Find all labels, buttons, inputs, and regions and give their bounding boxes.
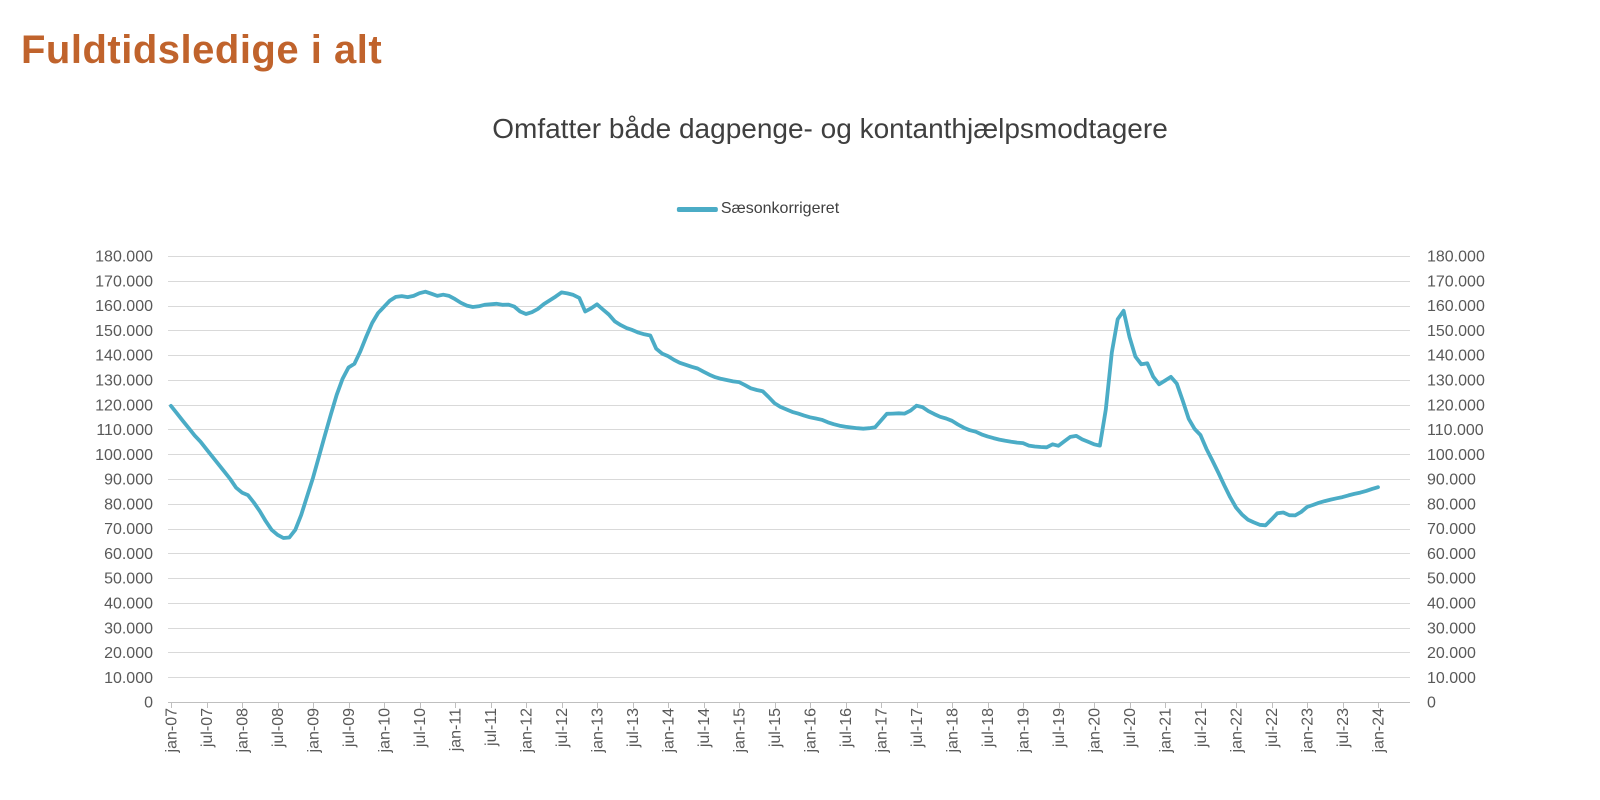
x-tick-label: jul-16 xyxy=(838,708,855,748)
y-tick-label: 180.000 xyxy=(95,249,153,266)
x-tick-label: jan-21 xyxy=(1158,708,1175,754)
x-tick-label: jul-22 xyxy=(1264,708,1281,748)
y-tick-label: 100.000 xyxy=(95,447,153,464)
y-tick-label: 40.000 xyxy=(1427,595,1476,612)
page-title: Fuldtidsledige i alt xyxy=(21,28,383,72)
x-axis-labels: jan-07 jul-07 jan-08 jul-08 jan-09 jul-09 jan-… xyxy=(164,708,1388,754)
x-tick-label: jan-22 xyxy=(1229,708,1246,754)
y-tick-label: 120.000 xyxy=(1427,397,1485,414)
y-tick-label: 60.000 xyxy=(104,546,153,563)
y-tick-label: 20.000 xyxy=(104,645,153,662)
y-tick-label: 10.000 xyxy=(1427,670,1476,687)
x-tick-label: jan-07 xyxy=(164,708,181,754)
legend-line-swatch xyxy=(676,206,718,212)
chart-legend: Sæsonkorrigeret xyxy=(676,200,840,218)
x-tick-label: jan-12 xyxy=(519,708,536,754)
y-tick-label: 140.000 xyxy=(1427,348,1485,365)
x-tick-label: jul-21 xyxy=(1193,708,1210,748)
x-tick-label: jan-17 xyxy=(874,708,891,754)
y-axis-labels-left: 0 10.000 20.000 30.000 40.000 50.000 60.000 70.… xyxy=(95,249,153,712)
x-tick-label: jul-09 xyxy=(341,708,358,748)
y-tick-label: 150.000 xyxy=(1427,323,1485,340)
x-axis-ticks xyxy=(171,702,1379,708)
y-tick-label: 110.000 xyxy=(96,422,153,439)
x-tick-label: jul-17 xyxy=(909,708,926,748)
x-tick-label: jan-16 xyxy=(803,708,820,754)
y-tick-label: 90.000 xyxy=(104,472,153,489)
y-tick-label: 20.000 xyxy=(1427,645,1476,662)
y-axis-labels-right: 0 10.000 20.000 30.000 40.000 50.000 60.000 70.… xyxy=(1427,249,1485,712)
x-tick-label: jul-12 xyxy=(554,708,571,748)
y-tick-label: 0 xyxy=(1427,695,1436,712)
x-tick-label: jan-14 xyxy=(661,708,678,754)
x-tick-label: jul-08 xyxy=(270,708,287,748)
x-tick-label: jan-10 xyxy=(377,708,394,754)
x-tick-label: jan-09 xyxy=(306,708,323,754)
x-tick-label: jul-14 xyxy=(696,708,713,748)
x-tick-label: jul-10 xyxy=(412,708,429,748)
y-tick-label: 60.000 xyxy=(1427,546,1476,563)
x-tick-label: jul-18 xyxy=(980,708,997,748)
y-tick-label: 50.000 xyxy=(1427,571,1476,588)
y-tick-label: 10.000 xyxy=(104,670,153,687)
x-tick-label: jul-07 xyxy=(199,708,216,748)
x-tick-label: jan-13 xyxy=(590,708,607,754)
x-tick-label: jan-23 xyxy=(1300,708,1317,754)
legend-label: Sæsonkorrigeret xyxy=(720,200,840,217)
y-tick-label: 130.000 xyxy=(1427,372,1485,389)
chart-title: Omfatter både dagpenge- og kontanthjælps… xyxy=(492,113,1168,144)
y-tick-label: 30.000 xyxy=(104,620,153,637)
y-tick-label: 150.000 xyxy=(95,323,153,340)
x-tick-label: jan-19 xyxy=(1016,708,1033,754)
y-tick-label: 80.000 xyxy=(104,496,153,513)
y-tick-label: 70.000 xyxy=(104,521,153,538)
y-tick-label: 130.000 xyxy=(95,372,153,389)
x-tick-label: jan-18 xyxy=(945,708,962,754)
y-tick-label: 170.000 xyxy=(1427,273,1485,290)
series-line-saesonkorrigeret xyxy=(169,289,1380,540)
x-tick-label: jul-19 xyxy=(1051,708,1068,748)
y-tick-label: 140.000 xyxy=(95,348,153,365)
x-tick-label: jul-20 xyxy=(1122,708,1139,748)
y-tick-label: 50.000 xyxy=(104,571,153,588)
x-tick-label: jul-13 xyxy=(625,708,642,748)
y-tick-label: 180.000 xyxy=(1427,249,1485,266)
x-tick-label: jan-20 xyxy=(1087,708,1104,754)
x-tick-label: jan-11 xyxy=(448,708,465,752)
x-tick-label: jan-15 xyxy=(732,708,749,754)
y-tick-label: 160.000 xyxy=(1427,298,1485,315)
y-tick-label: 160.000 xyxy=(95,298,153,315)
y-tick-label: 90.000 xyxy=(1427,472,1476,489)
y-tick-label: 100.000 xyxy=(1427,447,1485,464)
y-tick-label: 120.000 xyxy=(95,397,153,414)
x-tick-label: jan-24 xyxy=(1371,708,1388,754)
gridlines xyxy=(168,256,1410,678)
x-tick-label: jul-11 xyxy=(483,708,500,747)
y-tick-label: 110.000 xyxy=(1427,422,1484,439)
y-tick-label: 170.000 xyxy=(95,273,153,290)
y-tick-label: 70.000 xyxy=(1427,521,1476,538)
y-tick-label: 30.000 xyxy=(1427,620,1476,637)
x-tick-label: jul-23 xyxy=(1335,708,1352,748)
y-tick-label: 40.000 xyxy=(104,595,153,612)
x-tick-label: jan-08 xyxy=(235,708,252,754)
y-tick-label: 0 xyxy=(144,695,153,712)
y-tick-label: 80.000 xyxy=(1427,496,1476,513)
x-tick-label: jul-15 xyxy=(767,708,784,748)
